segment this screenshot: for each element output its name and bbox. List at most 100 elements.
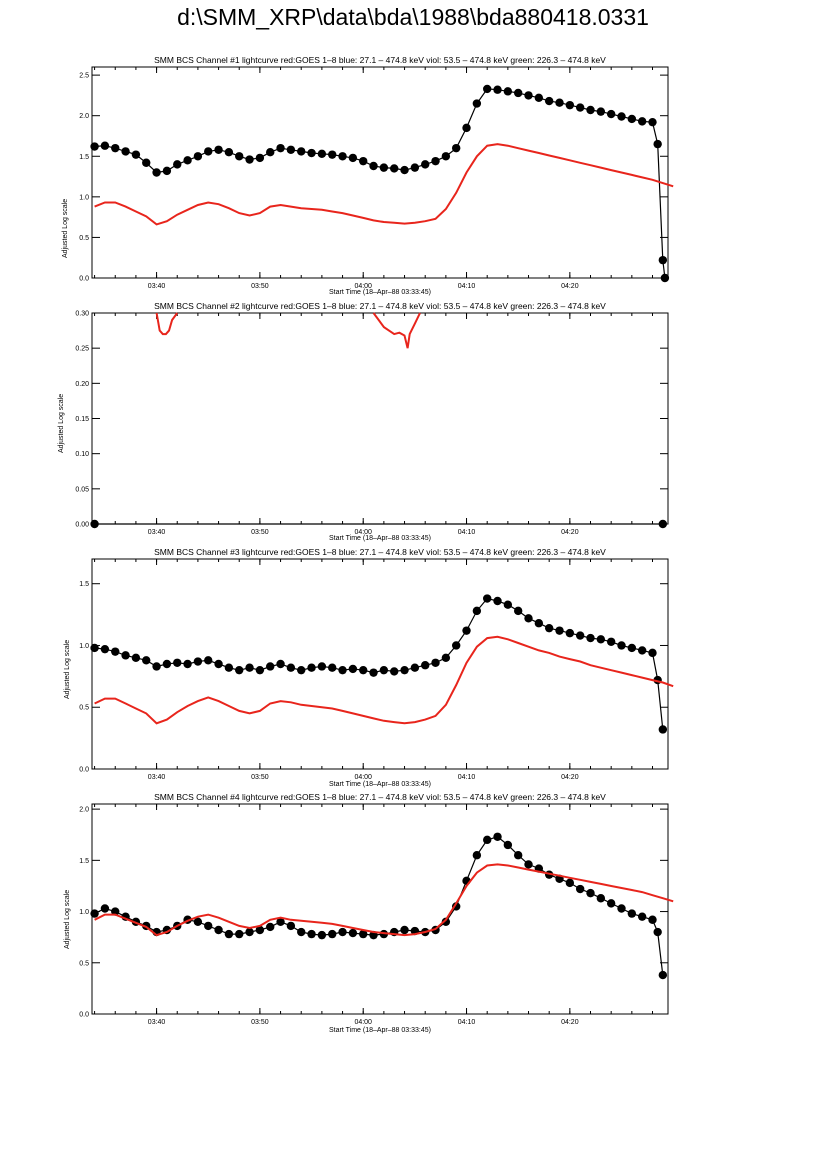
bcs-data-point: [658, 255, 668, 265]
bcs-data-point: [369, 161, 378, 171]
bcs-data-point: [307, 663, 316, 672]
bcs-data-point: [524, 614, 533, 623]
bcs-data-point: [307, 929, 316, 939]
bcs-data-point: [307, 148, 316, 158]
bcs-data-point: [606, 899, 616, 908]
y-tick-label: 0.30: [75, 311, 89, 318]
bcs-data-point: [575, 884, 585, 894]
bcs-data-point: [338, 665, 347, 675]
bcs-data-point: [286, 145, 296, 154]
bcs-data-point: [266, 662, 275, 671]
chart-panel-3: 03:40 03:50 04:00 04:10 04:20 0.0 0.5 1.0 1.5 SM…: [0, 541, 826, 791]
bcs-data-point: [162, 166, 172, 176]
bcs-data-point: [410, 163, 420, 172]
bcs-data-point: [224, 929, 234, 939]
bcs-data-point: [524, 91, 533, 100]
x-tick-label: 03:40: [148, 1019, 166, 1026]
bcs-data-point: [90, 519, 99, 529]
bcs-data-point: [214, 659, 223, 669]
bcs-data-point: [245, 155, 254, 164]
plot-frame: [91, 558, 669, 770]
bcs-data-point: [421, 661, 430, 670]
goes-series-line: [94, 143, 674, 226]
bcs-data-point: [627, 643, 637, 653]
y-tick-label: 0.5: [79, 235, 89, 242]
plot-frame: [91, 312, 669, 525]
bcs-data-point: [575, 103, 585, 112]
plot-frame: [91, 803, 669, 1015]
bcs-data-point: [121, 147, 130, 156]
bcs-data-point: [100, 644, 110, 654]
chart-panel-2: 03:40 03:50 04:00 04:10 04:20 0.00 0.05 0.10 0.1…: [0, 295, 826, 542]
y-tick-label: 0.25: [75, 346, 89, 353]
bcs-data-point: [131, 150, 141, 159]
bcs-data-point: [286, 921, 296, 931]
bcs-data-point: [369, 668, 378, 677]
bcs-data-point: [565, 628, 575, 638]
bcs-data-point: [111, 143, 120, 153]
goes-series-line: [372, 312, 421, 349]
x-tick-label: 04:00: [354, 1019, 372, 1026]
bcs-data-point: [617, 641, 626, 650]
bcs-data-point: [596, 107, 606, 116]
bcs-data-point: [162, 659, 172, 669]
y-axis-label-2: Adjusted Log scale: [58, 393, 65, 453]
bcs-data-point: [328, 929, 337, 939]
y-tick-label: 2.0: [79, 113, 89, 120]
bcs-data-point: [348, 928, 358, 938]
y-tick-label: 1.0: [79, 643, 89, 650]
bcs-data-point: [204, 921, 213, 931]
bcs-data-point: [596, 894, 606, 903]
y-tick-label: 1.0: [79, 909, 89, 916]
bcs-data-point: [606, 109, 616, 119]
x-tick-label: 03:40: [148, 283, 166, 290]
bcs-data-point: [451, 143, 461, 153]
x-tick-label: 04:00: [354, 774, 372, 781]
x-tick-label: 03:40: [148, 529, 166, 536]
bcs-data-point: [266, 148, 275, 157]
bcs-data-point: [235, 665, 244, 675]
chart-panel-1: 03:40 03:50 04:00 04:10 04:20 0.0 0.5 1.0 1.5 2.0…: [0, 48, 826, 296]
page-title: d:\SMM_XRP\data\bda\1988\bda880418.0331: [177, 4, 649, 30]
bcs-data-point: [328, 150, 337, 159]
bcs-data-point: [348, 153, 358, 163]
y-tick-label: 1.5: [79, 154, 89, 161]
bcs-data-point: [482, 84, 492, 94]
x-axis-label-4: Start Time (18–Apr–88 03:33:45): [329, 1027, 431, 1034]
y-tick-label: 1.0: [79, 194, 89, 201]
y-tick-label: 0.5: [79, 705, 89, 712]
x-axis-label-1: Start Time (18–Apr–88 03:33:45): [329, 289, 431, 296]
bcs-data-point: [297, 147, 306, 156]
bcs-data-point: [328, 663, 337, 672]
bcs-data-point: [224, 663, 234, 672]
bcs-data-point: [596, 635, 606, 644]
goes-series-line: [155, 312, 179, 336]
bcs-data-point: [255, 665, 265, 675]
bcs-data-point: [555, 626, 564, 635]
bcs-data-point: [224, 148, 234, 157]
y-tick-label: 0.15: [75, 416, 89, 423]
bcs-data-point: [653, 139, 662, 149]
bcs-data-point: [193, 917, 203, 927]
bcs-data-point: [431, 658, 440, 667]
bcs-data-point: [462, 626, 471, 635]
bcs-data-point: [379, 665, 389, 675]
bcs-data-point: [245, 663, 254, 672]
goes-series-line: [94, 863, 674, 937]
bcs-data-point: [90, 643, 99, 653]
x-tick-label: 04:00: [354, 529, 372, 536]
bcs-data-point: [544, 96, 554, 106]
bcs-data-point: [317, 149, 327, 159]
bcs-data-point: [617, 112, 626, 121]
bcs-data-point: [637, 646, 647, 655]
bcs-data-point: [586, 633, 595, 643]
bcs-data-point: [297, 665, 306, 675]
chart-title-2: SMM BCS Channel #2 lightcurve red:GOES 1…: [154, 301, 606, 311]
bcs-data-point: [658, 725, 668, 734]
bcs-data-point: [90, 142, 99, 151]
y-axis-label-3: Adjusted Log scale: [64, 639, 71, 699]
bcs-data-point: [400, 665, 409, 675]
bcs-data-point: [637, 912, 647, 921]
bcs-data-point: [648, 117, 657, 127]
bcs-data-point: [379, 163, 389, 172]
